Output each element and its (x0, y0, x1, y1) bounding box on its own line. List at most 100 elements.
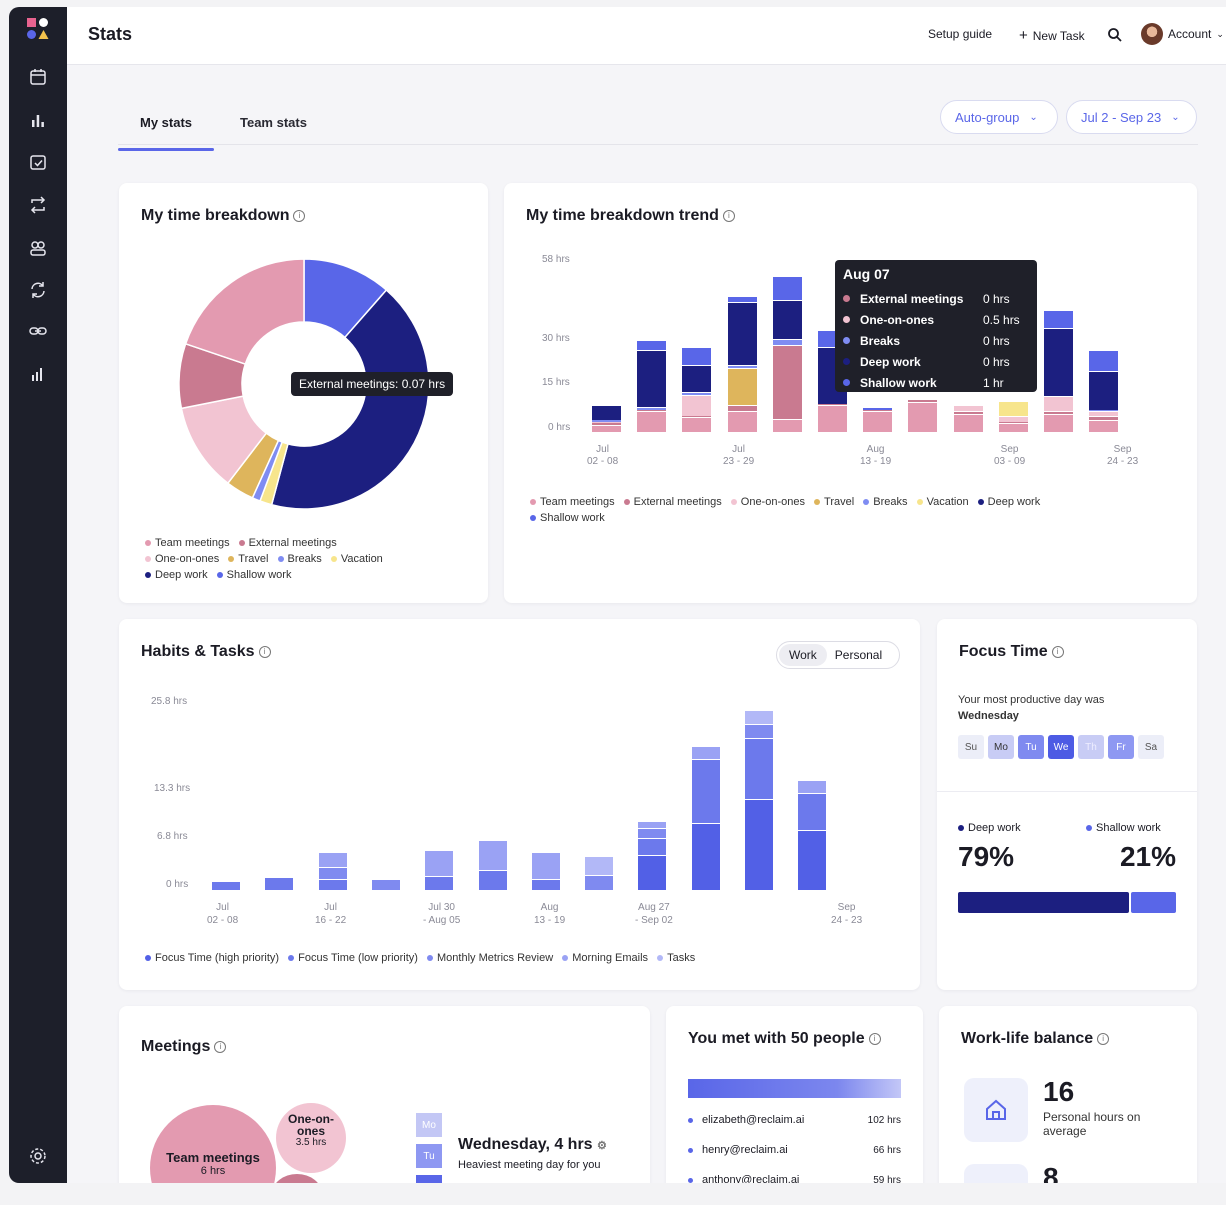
bar-segment[interactable] (1044, 397, 1073, 412)
bar-segment[interactable] (478, 841, 507, 871)
calendar-icon[interactable] (28, 67, 48, 87)
bar[interactable] (592, 405, 621, 432)
bar[interactable] (637, 340, 667, 432)
bar-segment[interactable] (1089, 416, 1119, 421)
bar-segment[interactable] (682, 366, 712, 392)
person-row[interactable]: anthony@reclaim.ai 59 hrs (688, 1174, 901, 1183)
auto-group-dropdown[interactable]: Auto-group ⌄ (940, 100, 1058, 134)
bar-segment[interactable] (798, 793, 827, 830)
bar-segment[interactable] (863, 412, 893, 432)
stats-icon[interactable] (28, 110, 48, 130)
bar-segment[interactable] (727, 412, 757, 432)
bar-segment[interactable] (727, 302, 757, 366)
bar-segment[interactable] (818, 406, 847, 432)
bar-segment[interactable] (953, 412, 983, 415)
donut-slice-team-meetings[interactable] (184, 259, 305, 366)
bar-segment[interactable] (691, 747, 720, 759)
bar-segment[interactable] (727, 366, 757, 369)
bar-segment[interactable] (318, 852, 347, 868)
meetings-icon[interactable] (28, 238, 48, 258)
bar[interactable] (691, 746, 720, 890)
bar[interactable] (745, 710, 773, 890)
info-icon[interactable]: i (214, 1041, 227, 1053)
bar-segment[interactable] (818, 403, 847, 406)
bar[interactable] (682, 347, 712, 432)
info-icon[interactable]: i (293, 210, 306, 222)
bar-segment[interactable] (1044, 412, 1073, 415)
new-task-button[interactable]: + New Task (1019, 27, 1085, 44)
bar-segment[interactable] (691, 759, 720, 823)
bar-segment[interactable] (1089, 421, 1119, 432)
tab-my-stats[interactable]: My stats (117, 115, 215, 151)
link-icon[interactable] (28, 321, 48, 341)
bar-segment[interactable] (745, 800, 773, 890)
analytics-icon[interactable] (28, 364, 48, 384)
bar-segment[interactable] (772, 419, 802, 432)
bar[interactable] (798, 780, 827, 890)
bar[interactable] (998, 401, 1028, 432)
bar-segment[interactable] (998, 421, 1028, 424)
bar-segment[interactable] (638, 838, 667, 855)
search-icon[interactable] (1107, 27, 1123, 43)
bar[interactable] (478, 840, 507, 890)
bar-segment[interactable] (592, 406, 621, 421)
bar-segment[interactable] (1044, 311, 1073, 329)
bar-segment[interactable] (425, 851, 454, 876)
bar-segment[interactable] (592, 423, 621, 425)
info-icon[interactable]: i (1051, 646, 1064, 658)
bar[interactable] (585, 856, 614, 890)
sync-icon[interactable] (28, 280, 48, 300)
bar-segment[interactable] (798, 781, 827, 793)
bar-segment[interactable] (1044, 329, 1073, 397)
bar-segment[interactable] (1089, 412, 1119, 416)
bar-segment[interactable] (745, 739, 773, 800)
bar[interactable] (1044, 310, 1073, 432)
bar-segment[interactable] (585, 856, 614, 876)
tab-team-stats[interactable]: Team stats (240, 115, 307, 130)
account-menu[interactable]: Account ⌄ (1141, 23, 1224, 45)
bar-segment[interactable] (592, 421, 621, 424)
bar[interactable] (638, 821, 667, 890)
bar-segment[interactable] (908, 400, 938, 403)
bar-segment[interactable] (637, 341, 667, 351)
person-row[interactable]: henry@reclaim.ai 66 hrs (688, 1144, 901, 1156)
bar-segment[interactable] (998, 416, 1028, 422)
tasks-icon[interactable] (28, 152, 48, 172)
bar-segment[interactable] (908, 403, 938, 432)
toggle-personal[interactable]: Personal (834, 648, 883, 662)
bar-segment[interactable] (478, 871, 507, 890)
bar[interactable] (425, 850, 454, 890)
bar-segment[interactable] (1089, 372, 1119, 410)
bar-segment[interactable] (682, 418, 712, 432)
bar-segment[interactable] (638, 822, 667, 828)
bar[interactable] (1089, 350, 1119, 432)
bar[interactable] (908, 399, 938, 432)
info-icon[interactable]: i (722, 210, 735, 222)
bar-segment[interactable] (772, 345, 802, 419)
bar-segment[interactable] (1089, 351, 1119, 372)
bar-segment[interactable] (212, 882, 240, 890)
bar-segment[interactable] (1044, 415, 1073, 432)
bar-segment[interactable] (371, 879, 400, 890)
bar-segment[interactable] (637, 407, 667, 410)
bar[interactable] (727, 296, 757, 432)
toggle-work[interactable]: Work (779, 644, 827, 666)
bar-segment[interactable] (531, 879, 560, 890)
bar-segment[interactable] (1089, 409, 1119, 412)
bar-segment[interactable] (682, 395, 712, 416)
bar-segment[interactable] (798, 830, 827, 890)
info-icon[interactable]: i (1097, 1033, 1110, 1045)
bar-segment[interactable] (682, 415, 712, 418)
bar-segment[interactable] (318, 879, 347, 890)
bar-segment[interactable] (585, 876, 614, 890)
bar[interactable] (212, 881, 240, 890)
info-icon[interactable]: i (868, 1033, 881, 1045)
bar-segment[interactable] (691, 823, 720, 890)
bar-segment[interactable] (637, 409, 667, 412)
bar[interactable] (318, 852, 347, 890)
bar-segment[interactable] (863, 409, 893, 412)
bar-segment[interactable] (265, 878, 294, 890)
bar-segment[interactable] (637, 412, 667, 432)
bar-segment[interactable] (727, 406, 757, 412)
bar-segment[interactable] (637, 351, 667, 407)
